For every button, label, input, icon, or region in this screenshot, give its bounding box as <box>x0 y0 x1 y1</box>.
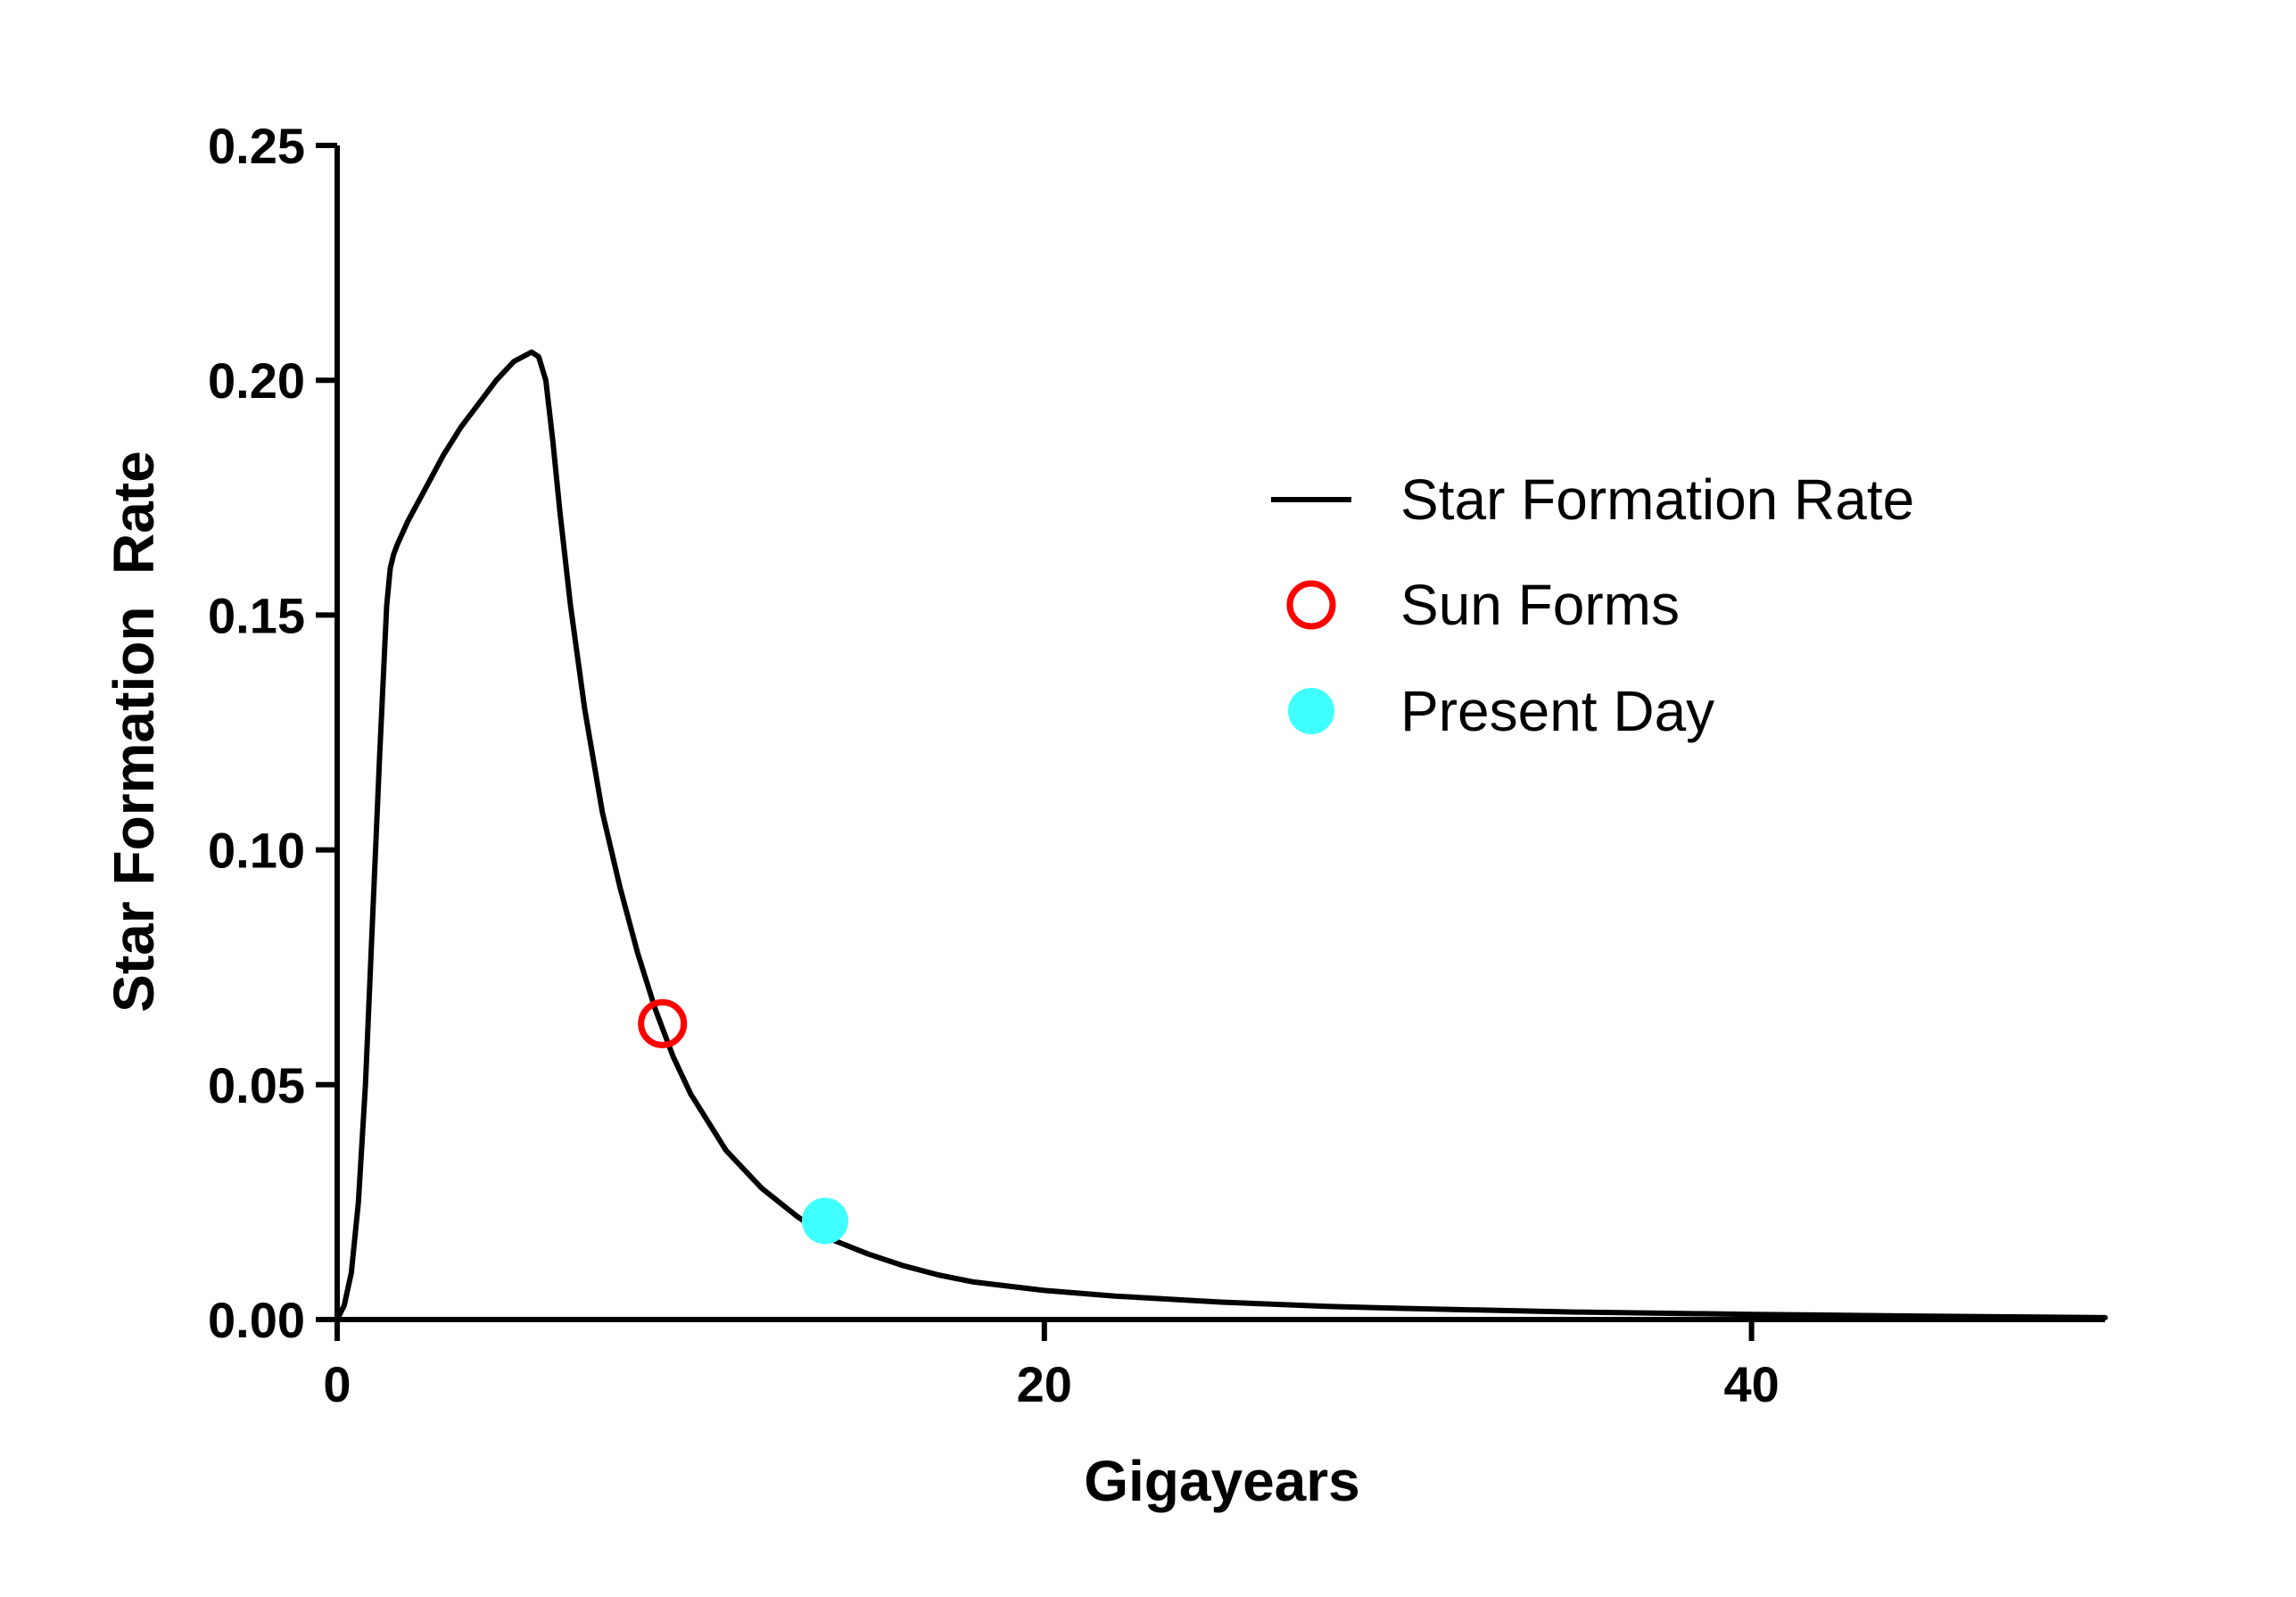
y-tick-label: 0.10 <box>208 823 305 879</box>
x-axis-ticks: 0 20 40 <box>323 1320 1780 1412</box>
y-axis-title: Star Formation Rate <box>102 451 166 1012</box>
legend-filled-circle-swatch <box>1288 688 1334 734</box>
legend: Star Formation Rate Sun Forms Present Day <box>1271 468 1914 743</box>
x-tick-label: 40 <box>1723 1356 1779 1412</box>
legend-label: Star Formation Rate <box>1400 468 1914 532</box>
star-formation-rate-line <box>334 349 2108 1322</box>
y-tick-label: 0.05 <box>208 1057 305 1113</box>
legend-label: Sun Forms <box>1400 573 1680 637</box>
y-tick-label: 0.20 <box>208 352 305 409</box>
y-axis-ticks: 0.00 0.05 0.10 0.15 0.20 0.25 <box>208 118 337 1348</box>
x-axis-title: Gigayears <box>1084 1449 1360 1513</box>
sun-forms-point <box>638 998 688 1048</box>
y-tick-label: 0.15 <box>208 587 305 643</box>
y-tick-label: 0.25 <box>208 118 305 174</box>
present-day-point <box>802 1197 849 1245</box>
plot-area <box>334 349 2108 1322</box>
x-tick-label: 0 <box>323 1356 351 1412</box>
legend-open-circle-swatch <box>1286 580 1336 630</box>
y-tick-label: 0.00 <box>208 1292 305 1348</box>
legend-label: Present Day <box>1400 679 1714 743</box>
x-tick-label: 20 <box>1017 1356 1072 1412</box>
axes <box>334 145 2105 1322</box>
